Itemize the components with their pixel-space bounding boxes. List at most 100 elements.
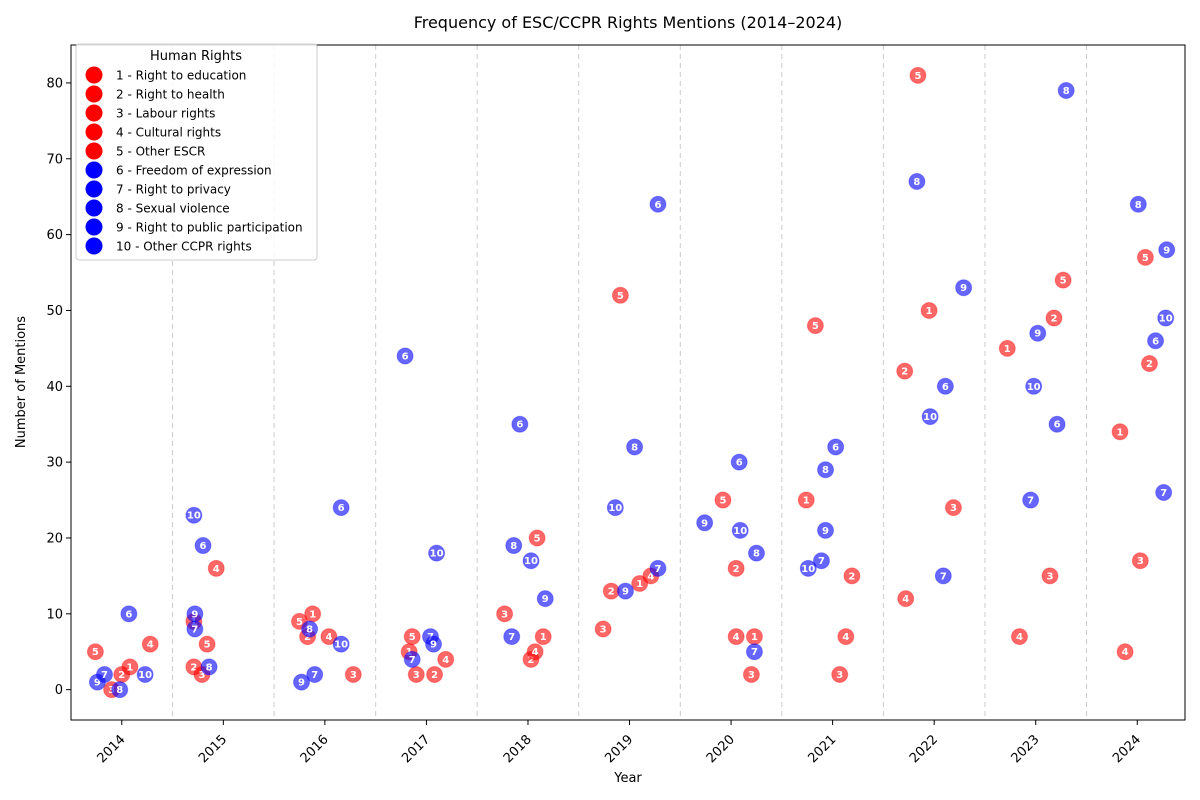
point-marker	[631, 574, 649, 592]
data-point-ccpr: 6	[730, 453, 748, 471]
point-label: 10	[608, 503, 622, 514]
data-point-ccpr: 8	[301, 620, 319, 638]
point-label: 8	[206, 662, 213, 673]
point-marker	[437, 650, 455, 668]
data-point-ccpr: 9	[293, 673, 311, 691]
data-point-ccpr: 10	[799, 559, 817, 577]
legend: Human Rights 1 - Right to education 2 - R…	[75, 43, 318, 261]
point-label: 8	[116, 685, 123, 696]
point-label: 6	[125, 609, 132, 620]
data-point-escr: 3	[1041, 567, 1059, 585]
point-label: 8	[306, 624, 313, 635]
data-point-escr: 1	[797, 491, 815, 509]
data-point-ccpr: 9	[616, 582, 634, 600]
point-marker	[301, 620, 319, 638]
y-tick-label: 50	[46, 304, 63, 319]
point-label: 5	[409, 632, 416, 643]
point-label: 6	[338, 503, 345, 514]
point-marker	[505, 537, 523, 555]
data-point-escr: 2	[1045, 309, 1063, 327]
data-point-escr: 5	[403, 628, 421, 646]
point-marker	[1010, 628, 1028, 646]
point-marker	[1157, 309, 1175, 327]
data-point-ccpr: 6	[120, 605, 138, 623]
data-point-ccpr: 6	[1048, 415, 1066, 433]
data-point-ccpr: 6	[936, 377, 954, 395]
point-label: 7	[940, 571, 947, 582]
point-label: 9	[94, 678, 101, 689]
point-label: 6	[200, 541, 207, 552]
point-marker	[503, 628, 521, 646]
legend-marker	[85, 199, 103, 217]
point-marker	[1048, 415, 1066, 433]
point-marker	[909, 66, 927, 84]
point-label: 3	[1046, 571, 1053, 582]
point-label: 9	[960, 283, 967, 294]
point-label: 1	[636, 579, 643, 590]
point-label: 2	[608, 587, 615, 598]
point-label: 8	[631, 442, 638, 453]
plot-frame	[70, 44, 1186, 721]
point-marker	[797, 491, 815, 509]
data-point-escr: 3	[344, 665, 362, 683]
data-point-ccpr: 6	[511, 415, 529, 433]
point-label: 4	[733, 632, 740, 643]
point-label: 4	[842, 632, 849, 643]
point-label: 6	[736, 458, 743, 469]
data-point-ccpr: 10	[921, 408, 939, 426]
point-label: 4	[902, 594, 909, 605]
legend-entry: 7 - Right to privacy	[85, 180, 231, 198]
data-point-escr: 3	[1131, 552, 1149, 570]
point-label: 3	[413, 670, 420, 681]
legend-entry: 9 - Right to public participation	[85, 218, 303, 236]
point-marker	[428, 544, 446, 562]
legend-marker	[85, 123, 103, 141]
point-marker	[1057, 82, 1075, 100]
x-tick-label: 2020	[704, 732, 738, 766]
data-point-ccpr: 7	[1022, 491, 1040, 509]
data-point-ccpr: 8	[817, 461, 835, 479]
point-label: 5	[617, 291, 624, 302]
point-marker	[86, 643, 104, 661]
legend-entry: 6 - Freedom of expression	[85, 161, 272, 179]
point-label: 8	[753, 549, 760, 560]
data-point-ccpr: 10	[522, 552, 540, 570]
point-label: 1	[751, 632, 758, 643]
point-label: 1	[309, 609, 316, 620]
point-label: 4	[213, 564, 220, 575]
data-point-ccpr: 7	[812, 552, 830, 570]
point-marker	[727, 628, 745, 646]
point-marker	[944, 499, 962, 517]
point-marker	[136, 665, 154, 683]
point-label: 3	[350, 670, 357, 681]
point-label: 10	[524, 556, 538, 567]
point-label: 6	[1054, 420, 1061, 431]
legend-label: 9 - Right to public participation	[116, 221, 303, 235]
data-point-escr: 2	[727, 559, 745, 577]
x-tick-label: 2024	[1110, 732, 1144, 766]
point-marker	[344, 665, 362, 683]
point-label: 7	[1027, 496, 1034, 507]
point-marker	[611, 286, 629, 304]
point-label: 6	[516, 420, 523, 431]
point-marker	[727, 559, 745, 577]
x-axis-label: Year	[613, 771, 642, 786]
point-label: 6	[832, 442, 839, 453]
point-label: 10	[801, 564, 815, 575]
point-marker	[526, 643, 544, 661]
point-label: 2	[901, 367, 908, 378]
point-label: 6	[1152, 336, 1159, 347]
point-label: 6	[654, 200, 661, 211]
point-marker	[528, 529, 546, 547]
point-label: 4	[325, 632, 332, 643]
point-label: 4	[532, 647, 539, 658]
point-marker	[186, 620, 204, 638]
point-label: 5	[719, 496, 726, 507]
data-point-ccpr: 9	[186, 605, 204, 623]
legend-label: 7 - Right to privacy	[116, 183, 231, 197]
y-axis-ticks: 0 10 20 30 40 50 60 70 80	[46, 76, 71, 698]
data-point-escr: 4	[437, 650, 455, 668]
point-marker	[1158, 241, 1176, 259]
data-point-ccpr: 9	[425, 635, 443, 653]
